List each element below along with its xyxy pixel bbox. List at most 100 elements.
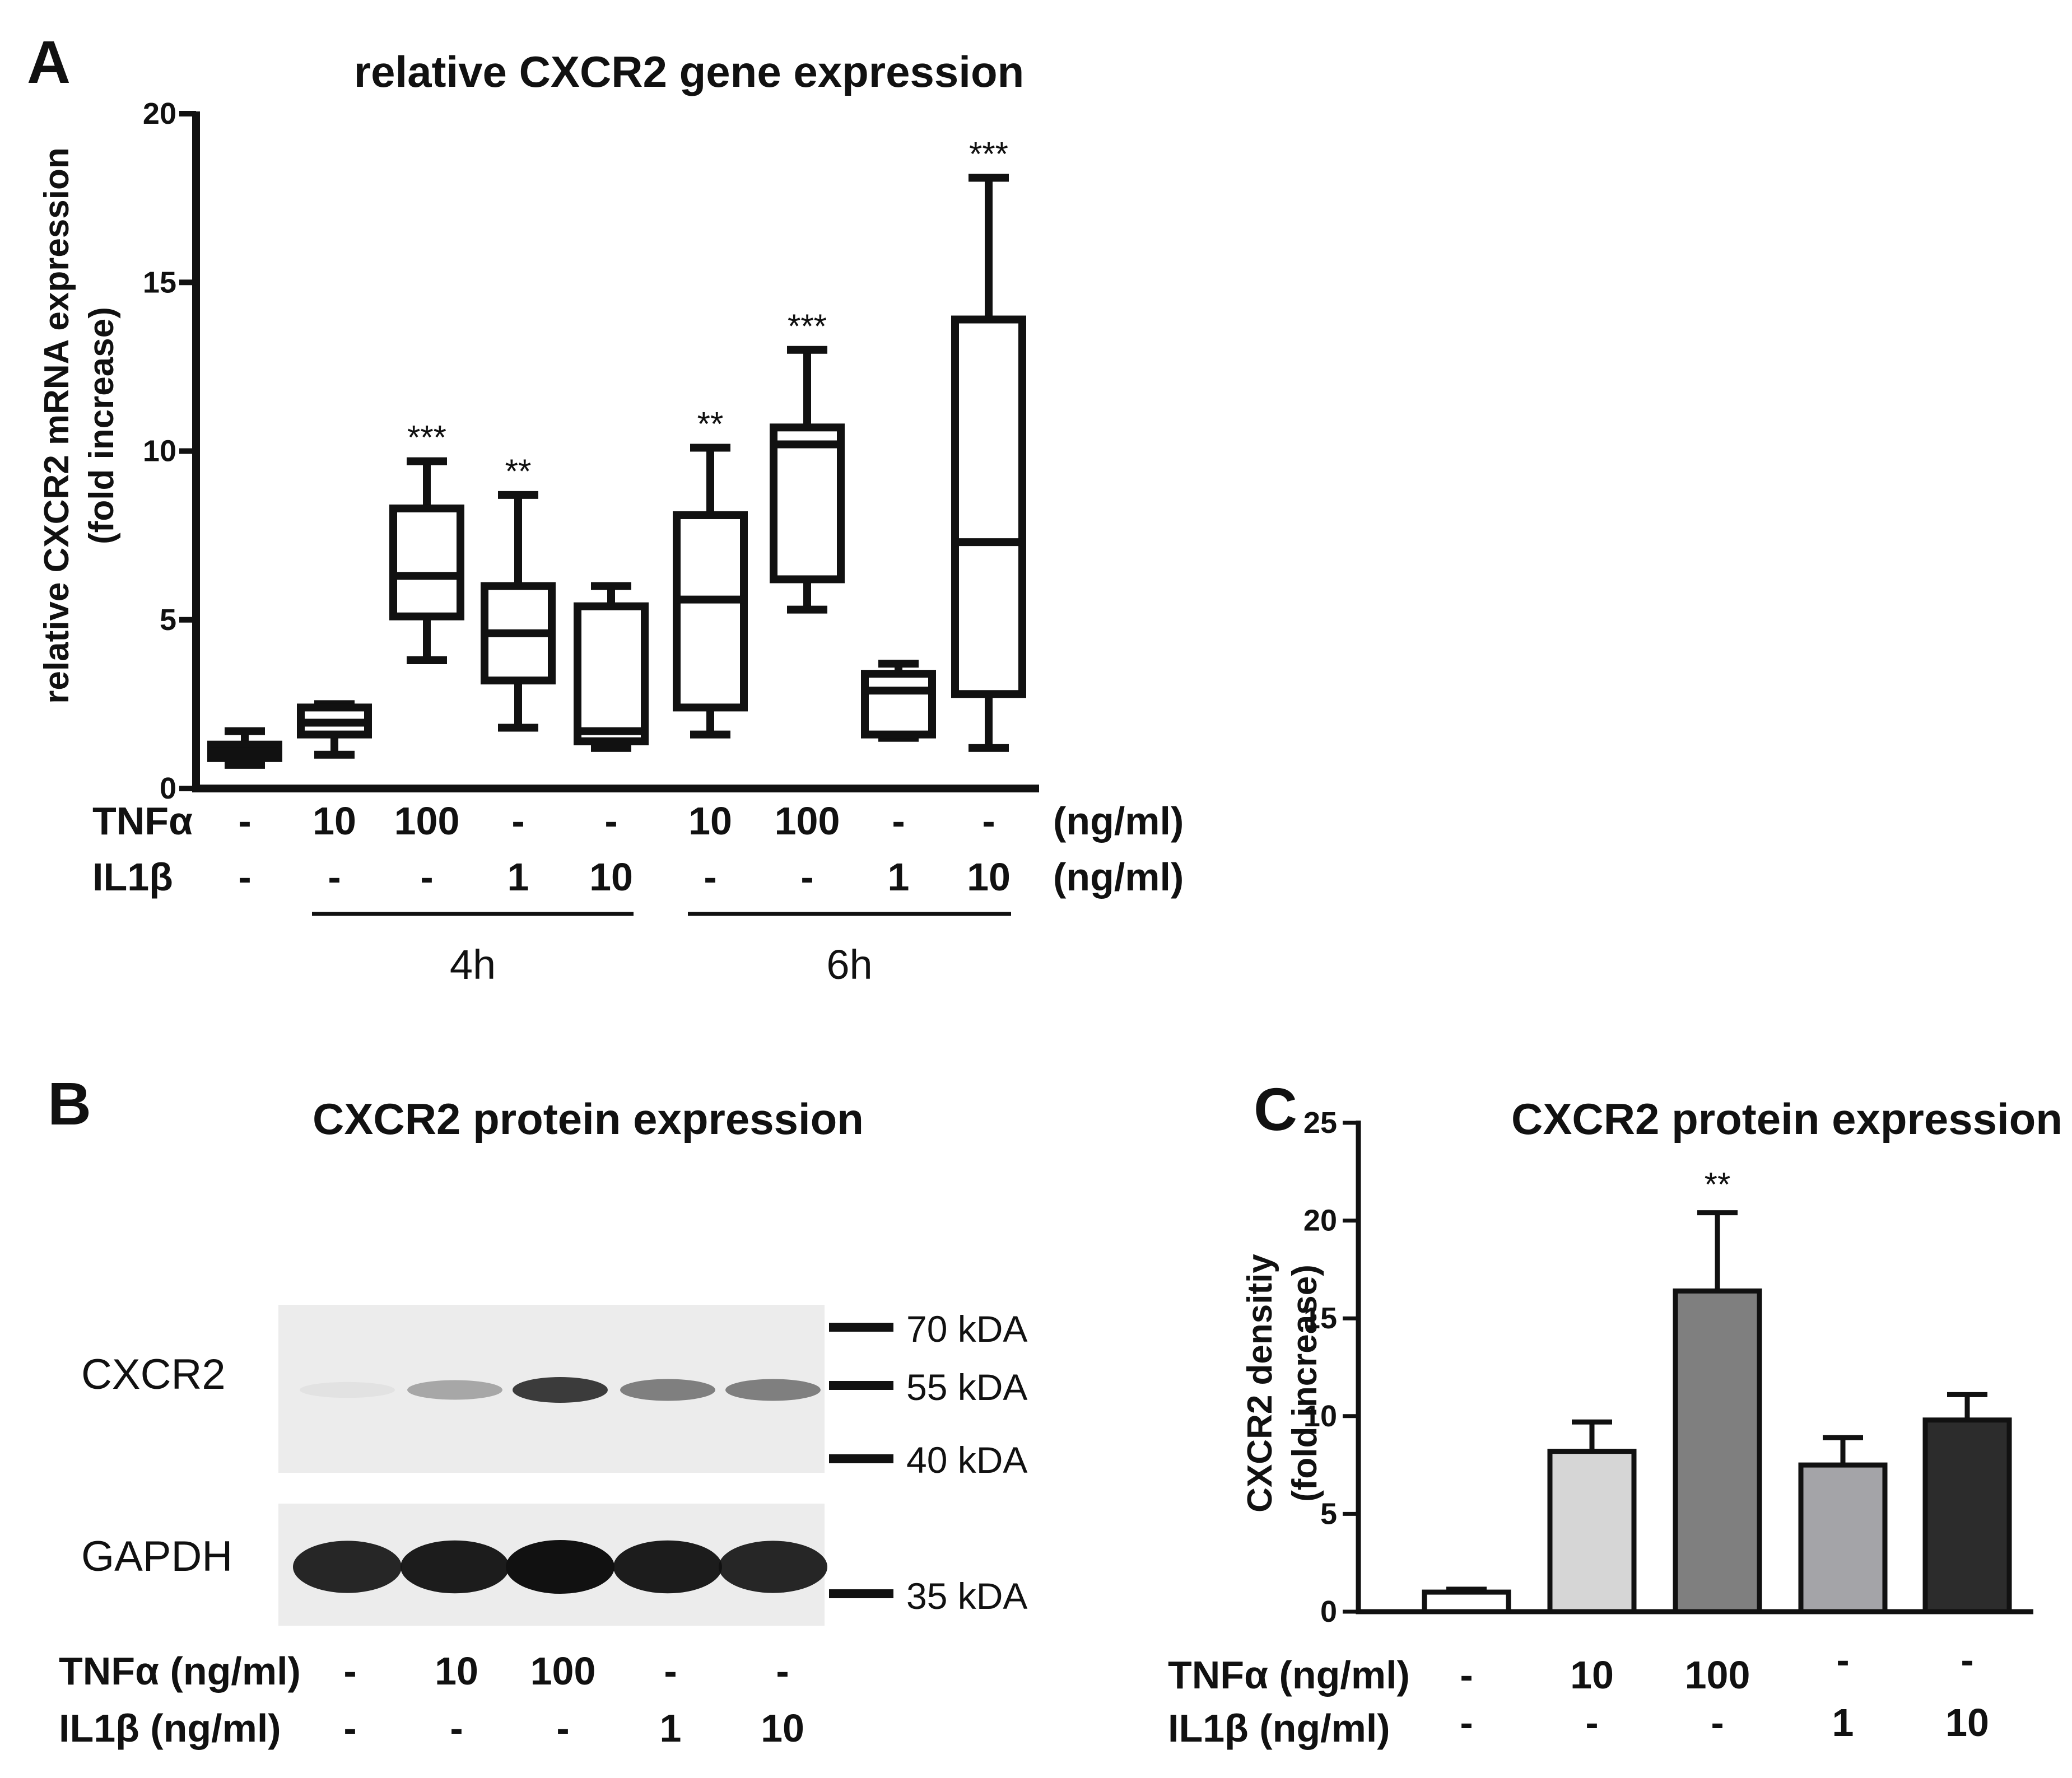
panel-c-ylabel-line1: CXCR2 densitiy xyxy=(1241,1254,1279,1513)
panel-a-il-dose: - xyxy=(328,855,341,899)
panel-c-y-tick-label: 5 xyxy=(1320,1497,1337,1530)
panel-a-box-group: *** xyxy=(951,135,1026,752)
gapdh-band xyxy=(401,1540,509,1594)
panel-c-bars: ** xyxy=(1422,1166,2012,1614)
cxcr2-band xyxy=(513,1377,608,1403)
marker-55-line xyxy=(829,1381,893,1390)
gapdh-band xyxy=(613,1540,722,1594)
panel-a-significance-label: *** xyxy=(407,419,446,456)
panel-a-significance-label: ** xyxy=(505,452,532,490)
panel-a-boxes: ************* xyxy=(207,135,1026,769)
panel-c-bar-chart: C CXCR2 protein expression CXCR2 densiti… xyxy=(1168,1075,2062,1750)
panel-a-tnf-dose: - xyxy=(604,799,617,843)
gapdh-band xyxy=(719,1541,827,1593)
cxcr2-band xyxy=(725,1379,821,1401)
panel-a-y-tick-label: 5 xyxy=(160,603,176,637)
marker-55-label: 55 kDA xyxy=(906,1366,1027,1408)
marker-70-label: 70 kDA xyxy=(906,1308,1027,1350)
panel-a-tnf-dose: 10 xyxy=(313,799,356,843)
panel-c-ylabel-line2: (fold increase) xyxy=(1286,1264,1324,1502)
panel-a-il-dose: 10 xyxy=(589,855,633,899)
panel-b-il-row-label: IL1β (ng/ml) xyxy=(59,1706,281,1750)
panel-a-ylabel-line2: (fold increase) xyxy=(82,307,121,544)
panel-c-tnf-dose: - xyxy=(1961,1638,1973,1682)
panel-a-box-group xyxy=(207,727,282,769)
panel-c-bar xyxy=(1673,1288,1762,1614)
panel-a-tnf-dose: 100 xyxy=(394,799,460,843)
panel-a-tnf-dose: - xyxy=(892,799,905,843)
marker-40-label: 40 kDA xyxy=(906,1439,1027,1481)
panel-a-y-label: relative CXCR2 mRNA expression (fold inc… xyxy=(38,147,121,704)
panel-b-western-blot: B CXCR2 protein expression CXCR2 GAPDH 7… xyxy=(48,1070,1027,1750)
panel-a-box xyxy=(574,602,649,745)
panel-a-box xyxy=(389,504,464,620)
panel-a-tnf-dose: 100 xyxy=(775,799,840,843)
panel-c-y-tick-label: 20 xyxy=(1303,1204,1337,1238)
panel-a-y-tick-label: 15 xyxy=(143,265,176,299)
marker-35-line xyxy=(829,1589,893,1598)
panel-b-title: CXCR2 protein expression xyxy=(313,1094,864,1144)
panel-a-tnf-dose: - xyxy=(982,799,995,843)
cxcr2-band xyxy=(300,1382,395,1398)
panel-a-box-group: *** xyxy=(389,419,464,665)
panel-a-ylabel-line1: relative CXCR2 mRNA expression xyxy=(38,147,76,704)
panel-a-time-group-label: 4h xyxy=(450,941,496,988)
panel-b-tnf-dose: - xyxy=(776,1649,789,1693)
panel-a-significance-label: ** xyxy=(697,405,724,442)
panel-a-box-group xyxy=(861,660,936,742)
panel-a-significance-label: *** xyxy=(969,135,1008,172)
marker-35-label: 35 kDA xyxy=(906,1575,1027,1617)
panel-c-bar xyxy=(1547,1449,1637,1614)
panel-a-tnf-unit: (ng/ml) xyxy=(1053,799,1184,843)
panel-c-title: CXCR2 protein expression xyxy=(1511,1094,2062,1144)
panel-b-tnf-dose: 10 xyxy=(435,1649,478,1693)
panel-a-y-tick-label: 10 xyxy=(143,435,176,468)
panel-b-il-dose: - xyxy=(343,1706,356,1750)
cxcr2-band xyxy=(407,1380,502,1400)
panel-b-treatment-labels: TNFα (ng/ml) IL1β (ng/ml) - 10 100 - - - - - 1 10 xyxy=(59,1649,804,1750)
panel-a-box-group: ** xyxy=(673,405,748,739)
marker-40-line xyxy=(829,1454,893,1463)
marker-70-line xyxy=(829,1323,893,1332)
panel-a-il-dose: - xyxy=(704,855,716,899)
panel-a-box xyxy=(673,511,748,712)
panel-c-il-row-label: IL1β (ng/ml) xyxy=(1168,1706,1390,1750)
panel-a-il-dose: - xyxy=(800,855,813,899)
panel-a-il-dose: 1 xyxy=(507,855,529,899)
panel-a-treatment-labels: TNFα IL1β (ng/ml) (ng/ml) - - 10 - 100 - - 1 - 10… xyxy=(92,799,1184,988)
panel-a-tnf-dose: - xyxy=(511,799,524,843)
panel-c-treatment-labels: TNFα (ng/ml) IL1β (ng/ml) --10-100--1-10 xyxy=(1168,1638,1989,1750)
panel-c-bar xyxy=(1922,1417,2012,1614)
panel-a-y-tick-label: 20 xyxy=(143,97,176,130)
panel-a-significance-label: *** xyxy=(788,307,827,345)
panel-c-tnf-dose: 10 xyxy=(1570,1653,1614,1697)
panel-c-tnf-row-label: TNFα (ng/ml) xyxy=(1168,1653,1410,1697)
panel-a-axes: 0 5 10 15 20 xyxy=(143,97,1039,805)
panel-a-box-group xyxy=(297,700,372,759)
panel-a-box-plot: A relative CXCR2 gene expression relativ… xyxy=(27,28,1184,988)
panel-b-il-dose: 10 xyxy=(761,1706,804,1750)
panel-c-tnf-dose: - xyxy=(1460,1653,1473,1697)
panel-a-letter: A xyxy=(27,28,71,96)
panel-a-tnf-dose: - xyxy=(238,799,251,843)
panel-b-il-dose: - xyxy=(556,1706,569,1750)
panel-a-tnf-dose: 10 xyxy=(688,799,732,843)
panel-b-tnf-row-label: TNFα (ng/ml) xyxy=(59,1649,301,1693)
panel-a-box-group xyxy=(574,582,649,752)
panel-c-y-tick-label: 25 xyxy=(1303,1106,1337,1140)
gapdh-band xyxy=(293,1541,402,1593)
panel-c-tnf-dose: 100 xyxy=(1685,1653,1750,1697)
panel-c-letter: C xyxy=(1254,1075,1297,1143)
panel-c-il-dose: 10 xyxy=(1945,1701,1989,1744)
panel-b-tnf-dose: 100 xyxy=(530,1649,596,1693)
panel-a-il-dose: - xyxy=(238,855,251,899)
panel-a-title: relative CXCR2 gene expression xyxy=(354,47,1025,96)
panel-c-il-dose: - xyxy=(1711,1701,1724,1744)
panel-c-bar xyxy=(1422,1589,1511,1614)
panel-c-y-label: CXCR2 densitiy (fold increase) xyxy=(1241,1254,1324,1513)
panel-a-il-row-label: IL1β xyxy=(92,855,173,899)
panel-c-significance-label: ** xyxy=(1705,1166,1731,1203)
panel-b-tnf-dose: - xyxy=(343,1649,356,1693)
panel-c-il-dose: - xyxy=(1460,1701,1473,1744)
